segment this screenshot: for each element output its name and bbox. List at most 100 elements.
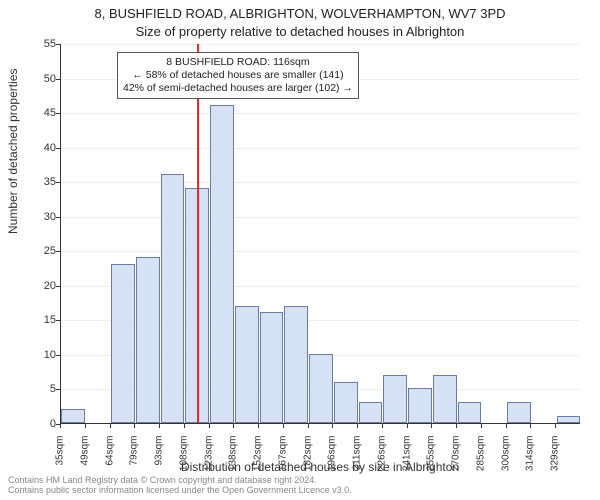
- histogram-bar: [111, 264, 135, 423]
- y-tick-mark: [56, 44, 60, 45]
- histogram-bar: [433, 375, 457, 423]
- y-tick-label: 0: [26, 418, 56, 430]
- grid-line: [61, 251, 580, 252]
- histogram-bar: [210, 105, 234, 423]
- grid-line: [61, 217, 580, 218]
- plot-area: 8 BUSHFIELD ROAD: 116sqm← 58% of detache…: [60, 44, 580, 424]
- x-tick-label: 123sqm: [203, 436, 214, 476]
- x-tick-label: 300sqm: [500, 436, 511, 476]
- y-axis-label: Number of detached properties: [6, 69, 20, 234]
- histogram-bar: [334, 382, 358, 423]
- x-tick-label: 93sqm: [154, 436, 165, 476]
- x-tick-mark: [283, 424, 284, 428]
- histogram-bar: [507, 402, 531, 423]
- x-tick-mark: [407, 424, 408, 428]
- annotation-line: ← 58% of detached houses are smaller (14…: [123, 69, 353, 82]
- x-tick-label: 270sqm: [451, 436, 462, 476]
- x-tick-mark: [332, 424, 333, 428]
- x-tick-label: 211sqm: [352, 436, 363, 476]
- x-tick-mark: [233, 424, 234, 428]
- x-tick-label: 255sqm: [426, 436, 437, 476]
- histogram-bar: [383, 375, 407, 423]
- marker-line: [197, 44, 199, 423]
- y-tick-mark: [56, 389, 60, 390]
- chart-container: 8, BUSHFIELD ROAD, ALBRIGHTON, WOLVERHAM…: [0, 0, 600, 500]
- footer-attribution: Contains HM Land Registry data © Crown c…: [8, 476, 352, 496]
- y-tick-mark: [56, 217, 60, 218]
- chart-subtitle: Size of property relative to detached ho…: [0, 24, 600, 39]
- x-tick-mark: [110, 424, 111, 428]
- x-tick-mark: [481, 424, 482, 428]
- y-tick-mark: [56, 355, 60, 356]
- histogram-bar: [309, 354, 333, 423]
- grid-line: [61, 113, 580, 114]
- histogram-bar: [61, 409, 85, 423]
- x-tick-label: 241sqm: [401, 436, 412, 476]
- x-tick-label: 226sqm: [376, 436, 387, 476]
- y-tick-mark: [56, 148, 60, 149]
- annotation-box: 8 BUSHFIELD ROAD: 116sqm← 58% of detache…: [117, 52, 359, 99]
- y-tick-label: 10: [26, 349, 56, 361]
- x-tick-label: 196sqm: [327, 436, 338, 476]
- grid-line: [61, 44, 580, 45]
- annotation-line: 8 BUSHFIELD ROAD: 116sqm: [123, 56, 353, 69]
- y-tick-label: 40: [26, 142, 56, 154]
- x-tick-label: 35sqm: [55, 436, 66, 476]
- x-tick-label: 167sqm: [277, 436, 288, 476]
- x-tick-label: 79sqm: [129, 436, 140, 476]
- y-tick-mark: [56, 79, 60, 80]
- x-tick-mark: [184, 424, 185, 428]
- y-tick-label: 5: [26, 383, 56, 395]
- x-tick-mark: [60, 424, 61, 428]
- y-tick-label: 20: [26, 280, 56, 292]
- histogram-bar: [161, 174, 185, 423]
- x-tick-mark: [506, 424, 507, 428]
- x-tick-label: 285sqm: [475, 436, 486, 476]
- y-tick-label: 55: [26, 38, 56, 50]
- annotation-line: 42% of semi-detached houses are larger (…: [123, 82, 353, 95]
- x-tick-mark: [530, 424, 531, 428]
- histogram-bar: [408, 388, 432, 423]
- y-tick-mark: [56, 182, 60, 183]
- y-tick-label: 45: [26, 107, 56, 119]
- x-tick-mark: [308, 424, 309, 428]
- x-tick-label: 64sqm: [104, 436, 115, 476]
- x-tick-mark: [85, 424, 86, 428]
- x-tick-mark: [382, 424, 383, 428]
- histogram-bar: [284, 306, 308, 423]
- y-tick-label: 30: [26, 211, 56, 223]
- x-tick-label: 314sqm: [525, 436, 536, 476]
- x-tick-label: 49sqm: [79, 436, 90, 476]
- x-tick-mark: [431, 424, 432, 428]
- y-tick-mark: [56, 286, 60, 287]
- histogram-bar: [557, 416, 581, 423]
- y-tick-label: 25: [26, 245, 56, 257]
- x-tick-mark: [258, 424, 259, 428]
- x-tick-label: 329sqm: [550, 436, 561, 476]
- x-tick-label: 152sqm: [253, 436, 264, 476]
- x-tick-mark: [209, 424, 210, 428]
- x-tick-mark: [134, 424, 135, 428]
- grid-line: [61, 148, 580, 149]
- y-tick-label: 50: [26, 73, 56, 85]
- footer-line2: Contains public sector information licen…: [8, 486, 352, 496]
- y-tick-mark: [56, 113, 60, 114]
- histogram-bar: [136, 257, 160, 423]
- x-tick-mark: [555, 424, 556, 428]
- y-tick-mark: [56, 251, 60, 252]
- x-tick-mark: [357, 424, 358, 428]
- y-tick-label: 15: [26, 314, 56, 326]
- x-tick-label: 108sqm: [178, 436, 189, 476]
- y-tick-mark: [56, 320, 60, 321]
- histogram-bar: [260, 312, 284, 423]
- histogram-bar: [235, 306, 259, 423]
- grid-line: [61, 182, 580, 183]
- chart-title: 8, BUSHFIELD ROAD, ALBRIGHTON, WOLVERHAM…: [0, 6, 600, 21]
- x-tick-label: 138sqm: [228, 436, 239, 476]
- histogram-bar: [458, 402, 482, 423]
- x-tick-label: 182sqm: [302, 436, 313, 476]
- y-tick-label: 35: [26, 176, 56, 188]
- x-tick-mark: [159, 424, 160, 428]
- histogram-bar: [359, 402, 383, 423]
- x-tick-mark: [456, 424, 457, 428]
